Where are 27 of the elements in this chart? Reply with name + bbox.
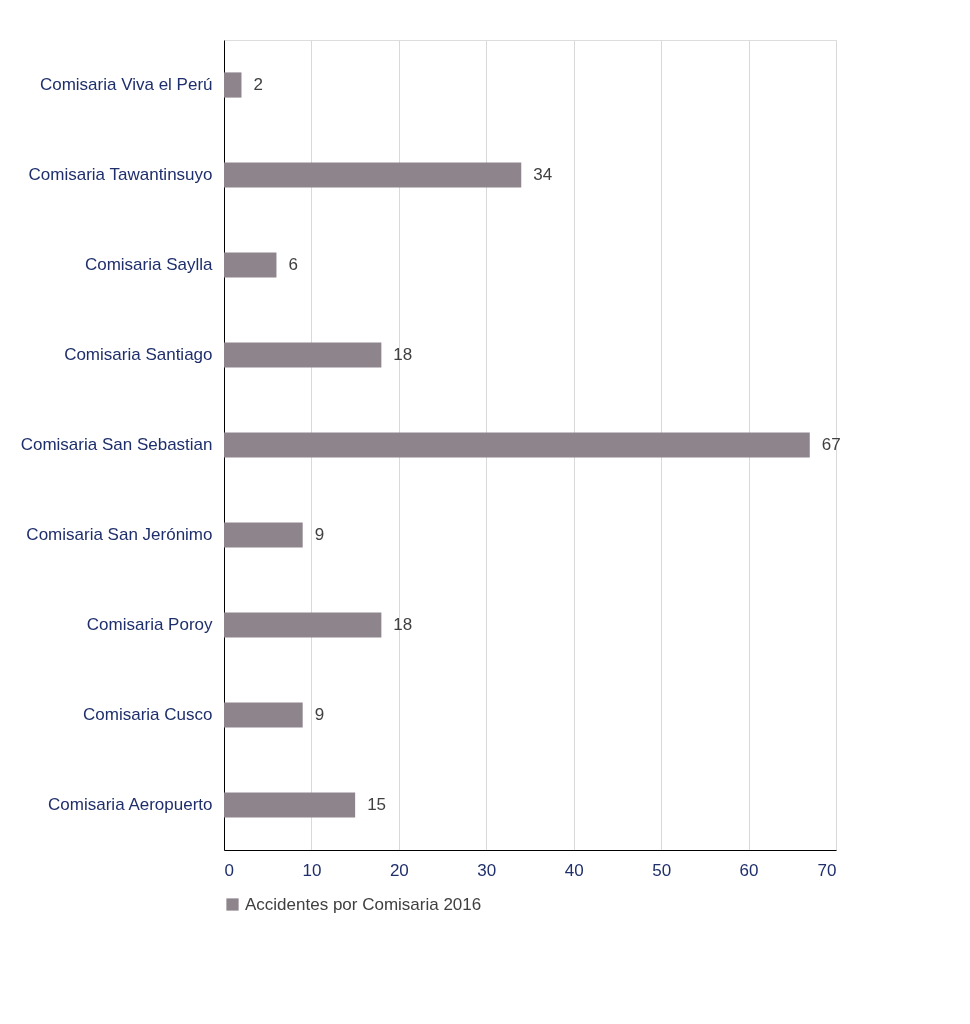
data-label: 67 (821, 435, 841, 454)
data-label: 34 (533, 165, 553, 184)
data-label: 15 (367, 795, 387, 814)
data-label: 6 (288, 255, 298, 274)
x-tick-label: 50 (652, 860, 672, 880)
data-label: 9 (314, 705, 325, 724)
y-tick-label: Comisaria Santiago (64, 345, 213, 364)
data-label: 2 (253, 75, 263, 94)
data-label: 18 (393, 345, 413, 364)
y-tick-label: Comisaria San Sebastian (20, 435, 213, 454)
x-tick-label: 30 (477, 860, 497, 880)
y-tick-label: Comisaria Saylla (84, 255, 214, 274)
y-tick-label: Comisaria Aeropuerto (48, 795, 213, 814)
x-tick-label: 10 (302, 860, 322, 880)
y-tick-label: Comisaria Viva el Perú (39, 75, 213, 94)
x-tick-label: 20 (389, 860, 409, 880)
x-tick-label: 70 (817, 860, 837, 880)
y-tick-label: Comisaria Cusco (83, 705, 213, 724)
x-tick-label: 60 (739, 860, 759, 880)
y-tick-label: Comisaria San Jerónimo (26, 525, 213, 544)
x-tick-label: 40 (564, 860, 584, 880)
y-tick-label: Comisaria Poroy (86, 615, 213, 634)
data-label: 9 (314, 525, 325, 544)
legend-label: Accidentes por Comisaria 2016 (245, 894, 482, 914)
x-tick-label: 0 (224, 860, 234, 880)
y-tick-label: Comisaria Tawantinsuyo (28, 165, 213, 184)
data-label: 18 (393, 615, 413, 634)
